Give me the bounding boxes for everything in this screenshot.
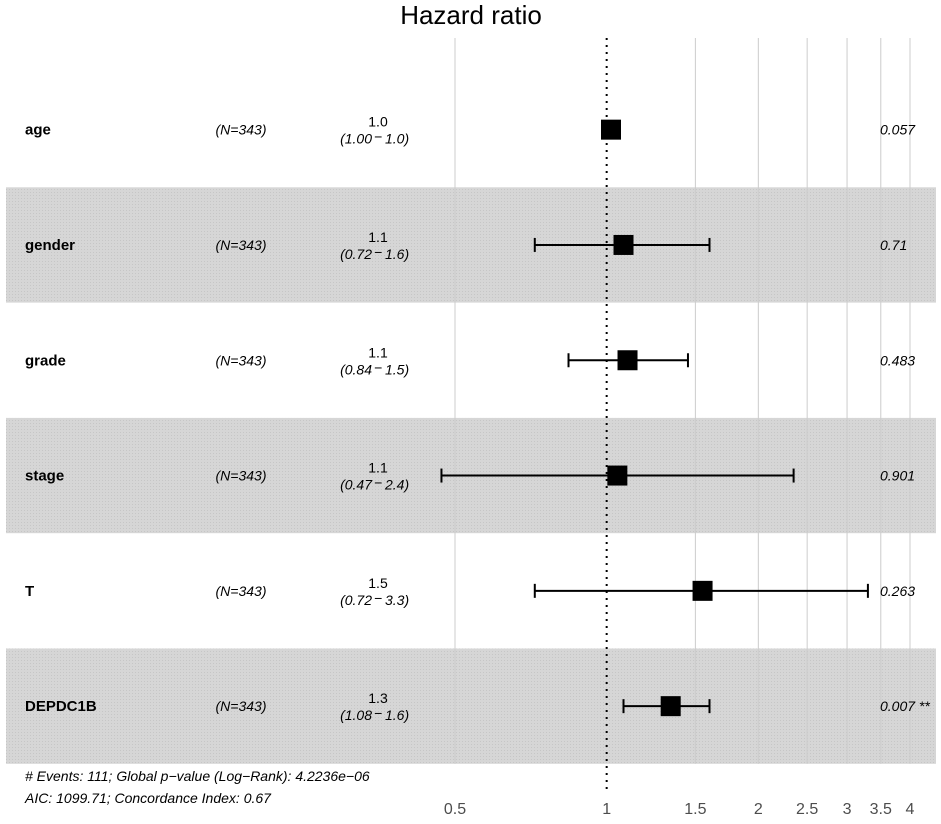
row-gender: gender (N=343) 1.1(0.72−1.6) 0.71 <box>25 229 907 262</box>
row-variable-label: DEPDC1B <box>25 698 97 715</box>
row-hr-label: 1.3 <box>368 690 388 706</box>
row-ci-low-label: (0.72 <box>340 246 372 262</box>
row-variable-label: T <box>25 583 34 600</box>
row-n-label: (N=343) <box>216 122 267 138</box>
row-p-value: 0.263 <box>880 583 915 599</box>
row-variable-label: age <box>25 122 51 139</box>
row-hr-marker <box>600 119 621 140</box>
row-n-label: (N=343) <box>216 237 267 253</box>
row-ci-dash: − <box>374 244 382 260</box>
row-hr-marker <box>692 580 713 601</box>
row-ci-low-label: (0.72 <box>340 592 372 608</box>
x-tick-4: 4 <box>906 801 915 818</box>
row-variable-label: stage <box>25 468 64 485</box>
row-hr-marker <box>617 350 638 371</box>
x-axis-ticks: 0.5 1 1.5 2 2.5 3 3.5 4 <box>444 801 915 818</box>
row-variable-label: grade <box>25 352 66 369</box>
row-hr-label: 1.0 <box>368 114 388 130</box>
row-band-depdc1b <box>6 648 936 764</box>
grid-lines <box>454 38 911 764</box>
row-band-gender <box>6 187 936 303</box>
row-stage: stage (N=343) 1.1(0.47−2.4) 0.901 <box>25 460 915 493</box>
row-ci-high-label: 1.6) <box>385 246 409 262</box>
x-tick-0.5: 0.5 <box>444 801 466 818</box>
row-p-value: 0.71 <box>880 237 907 253</box>
row-grade: grade (N=343) 1.1(0.84−1.5) 0.483 <box>25 344 915 377</box>
row-t: T (N=343) 1.5(0.72−3.3) 0.263 <box>25 575 915 608</box>
row-hr-marker <box>660 696 681 717</box>
row-hr-label: 1.1 <box>368 344 388 360</box>
row-ci-high-label: 2.4) <box>384 477 409 493</box>
row-p-value: 0.901 <box>880 468 915 484</box>
x-tick-3: 3 <box>843 801 852 818</box>
row-ci-high-label: 1.0) <box>385 131 409 147</box>
row-hr-label: 1.1 <box>368 460 388 476</box>
x-tick-3.5: 3.5 <box>870 801 892 818</box>
row-ci-dash: − <box>374 475 382 491</box>
chart-title: Hazard ratio <box>400 0 542 30</box>
x-tick-1: 1 <box>602 801 611 818</box>
row-ci-dash: − <box>374 590 382 606</box>
row-n-label: (N=343) <box>216 698 267 714</box>
row-ci-low-label: (1.00 <box>340 131 372 147</box>
row-p-value: 0.007 ** <box>880 698 930 714</box>
row-ci-dash: − <box>374 129 382 145</box>
row-p-value: 0.057 <box>880 122 916 138</box>
row-ci-low-label: (1.08 <box>340 707 372 723</box>
row-hr-marker <box>607 465 628 486</box>
row-ci-high-label: 1.6) <box>385 707 409 723</box>
x-tick-2.5: 2.5 <box>796 801 818 818</box>
row-hr-label: 1.5 <box>368 575 388 591</box>
x-tick-2: 2 <box>754 801 763 818</box>
row-hr-marker <box>613 234 634 255</box>
row-n-label: (N=343) <box>216 583 267 599</box>
x-tick-1.5: 1.5 <box>684 801 706 818</box>
row-ci-high-label: 1.5) <box>385 361 409 377</box>
row-ci-dash: − <box>374 705 382 721</box>
row-ci-high-label: 3.3) <box>385 592 409 608</box>
row-variable-label: gender <box>25 237 75 254</box>
row-n-label: (N=343) <box>216 468 267 484</box>
footnote-events: # Events: 111; Global p−value (Log−Rank)… <box>25 768 370 784</box>
row-p-value: 0.483 <box>880 352 915 368</box>
row-age: age (N=343) 1.0(1.00−1.0) 0.057 <box>25 114 916 147</box>
row-ci-dash: − <box>374 359 382 375</box>
row-depdc1b: DEPDC1B (N=343) 1.3(1.08−1.6) 0.007 ** <box>25 690 930 723</box>
row-ci-low-label: (0.84 <box>340 361 372 377</box>
footnote-aic: AIC: 1099.71; Concordance Index: 0.67 <box>24 790 272 806</box>
row-ci-low-label: (0.47 <box>340 477 373 493</box>
row-hr-label: 1.1 <box>368 229 388 245</box>
row-n-label: (N=343) <box>216 352 267 368</box>
